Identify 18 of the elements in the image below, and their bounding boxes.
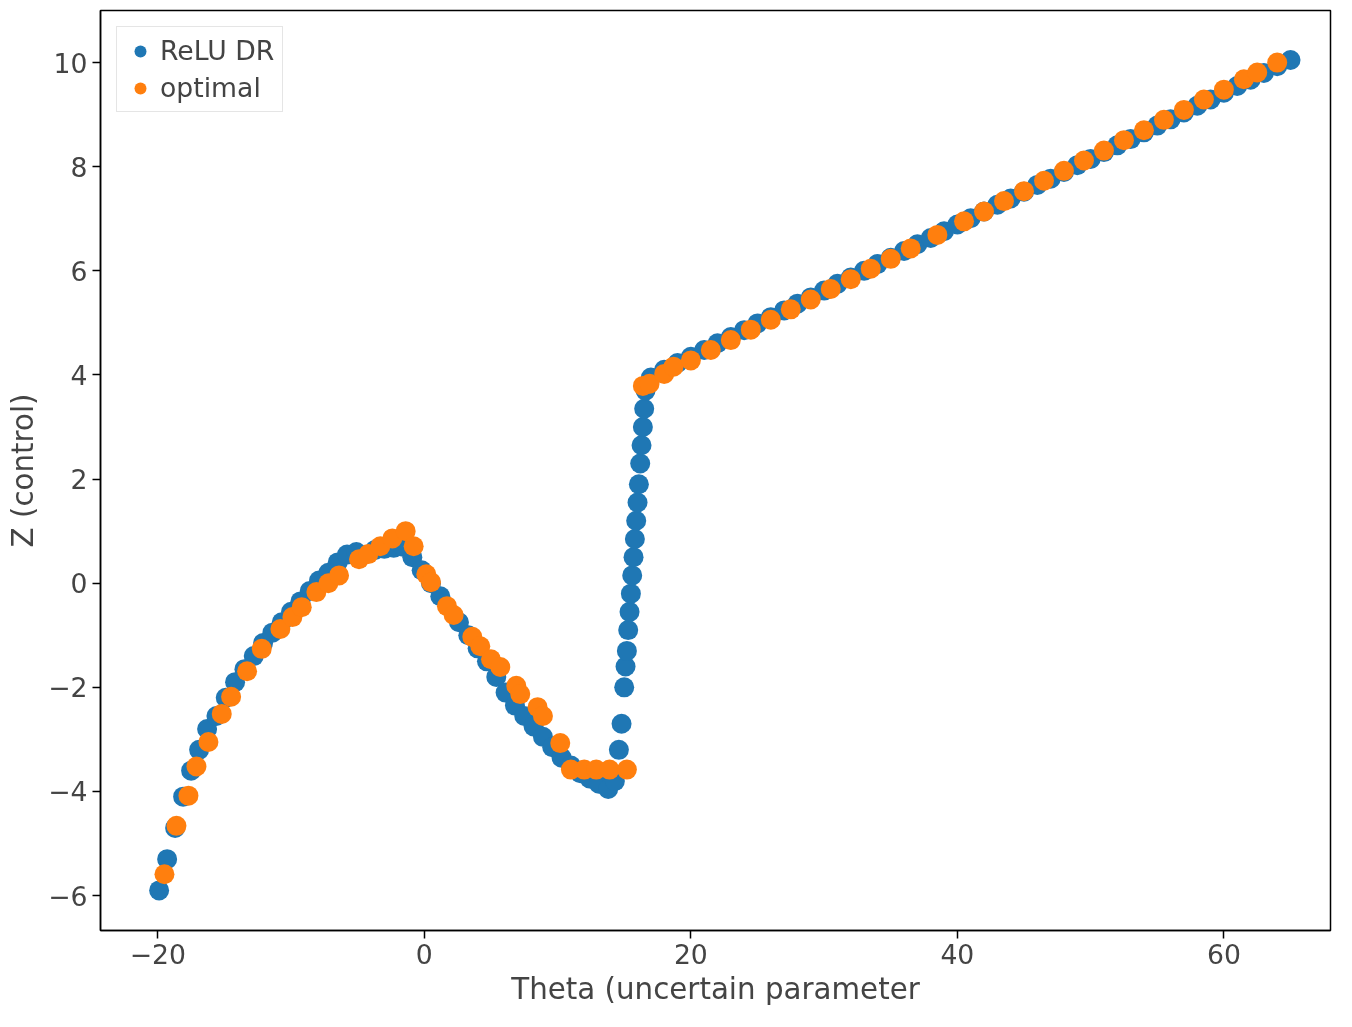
y-tick-label: 6	[70, 255, 88, 287]
x-tick-label: 60	[1206, 938, 1241, 970]
x-tick-label: −20	[129, 938, 186, 970]
y-tick-label: −6	[48, 880, 88, 912]
y-tick-label: −4	[48, 776, 88, 808]
y-tick-label: 0	[70, 568, 88, 600]
y-axis-title: Z (control)	[6, 393, 41, 548]
y-tick-label: 10	[53, 47, 88, 79]
x-tick-label: 20	[673, 938, 708, 970]
y-tick-label: 8	[70, 151, 88, 183]
x-axis-title: Theta (uncertain parameter	[510, 971, 921, 1006]
x-tick-label: 40	[940, 938, 975, 970]
y-tick-label: −2	[48, 672, 88, 704]
legend-label: ReLU DR	[160, 35, 275, 66]
y-tick-label: 2	[70, 464, 88, 496]
legend-label: optimal	[160, 72, 261, 103]
y-tick-label: 4	[70, 359, 88, 391]
x-tick-label: 0	[415, 938, 433, 970]
